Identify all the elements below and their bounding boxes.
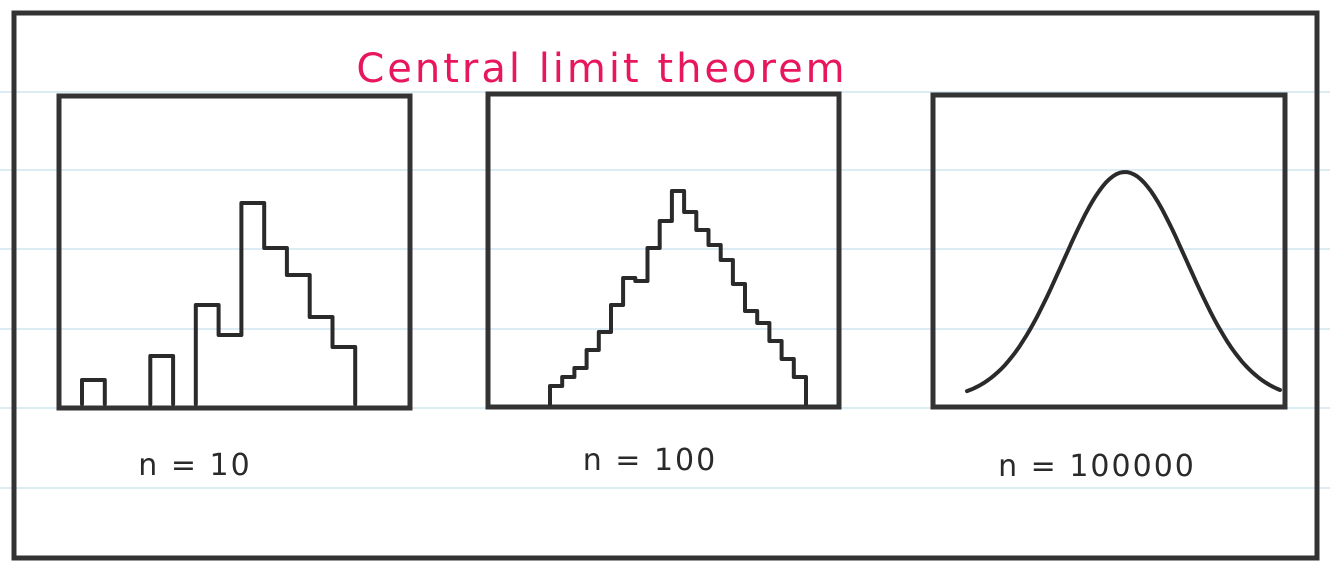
caption-n10: n = 10 bbox=[138, 448, 251, 483]
caption-n100: n = 100 bbox=[583, 443, 717, 478]
panel-frame-n10 bbox=[56, 93, 413, 411]
caption-n100000: n = 100000 bbox=[998, 449, 1196, 484]
panel-n100000: n = 100000 bbox=[930, 92, 1288, 484]
notebook-rule-lines bbox=[0, 91, 1330, 489]
figure-title: Central limit theorem bbox=[356, 46, 847, 92]
bell-curve-n100000 bbox=[965, 170, 1282, 394]
histogram-n10 bbox=[80, 201, 358, 406]
panel-frame-n100 bbox=[485, 91, 842, 410]
panel-n100: n = 100 bbox=[485, 91, 842, 478]
panel-frame-n100000 bbox=[930, 92, 1288, 410]
panel-n10: n = 10 bbox=[56, 93, 413, 483]
outer-frame bbox=[11, 10, 1320, 561]
histogram-n100 bbox=[548, 189, 808, 406]
